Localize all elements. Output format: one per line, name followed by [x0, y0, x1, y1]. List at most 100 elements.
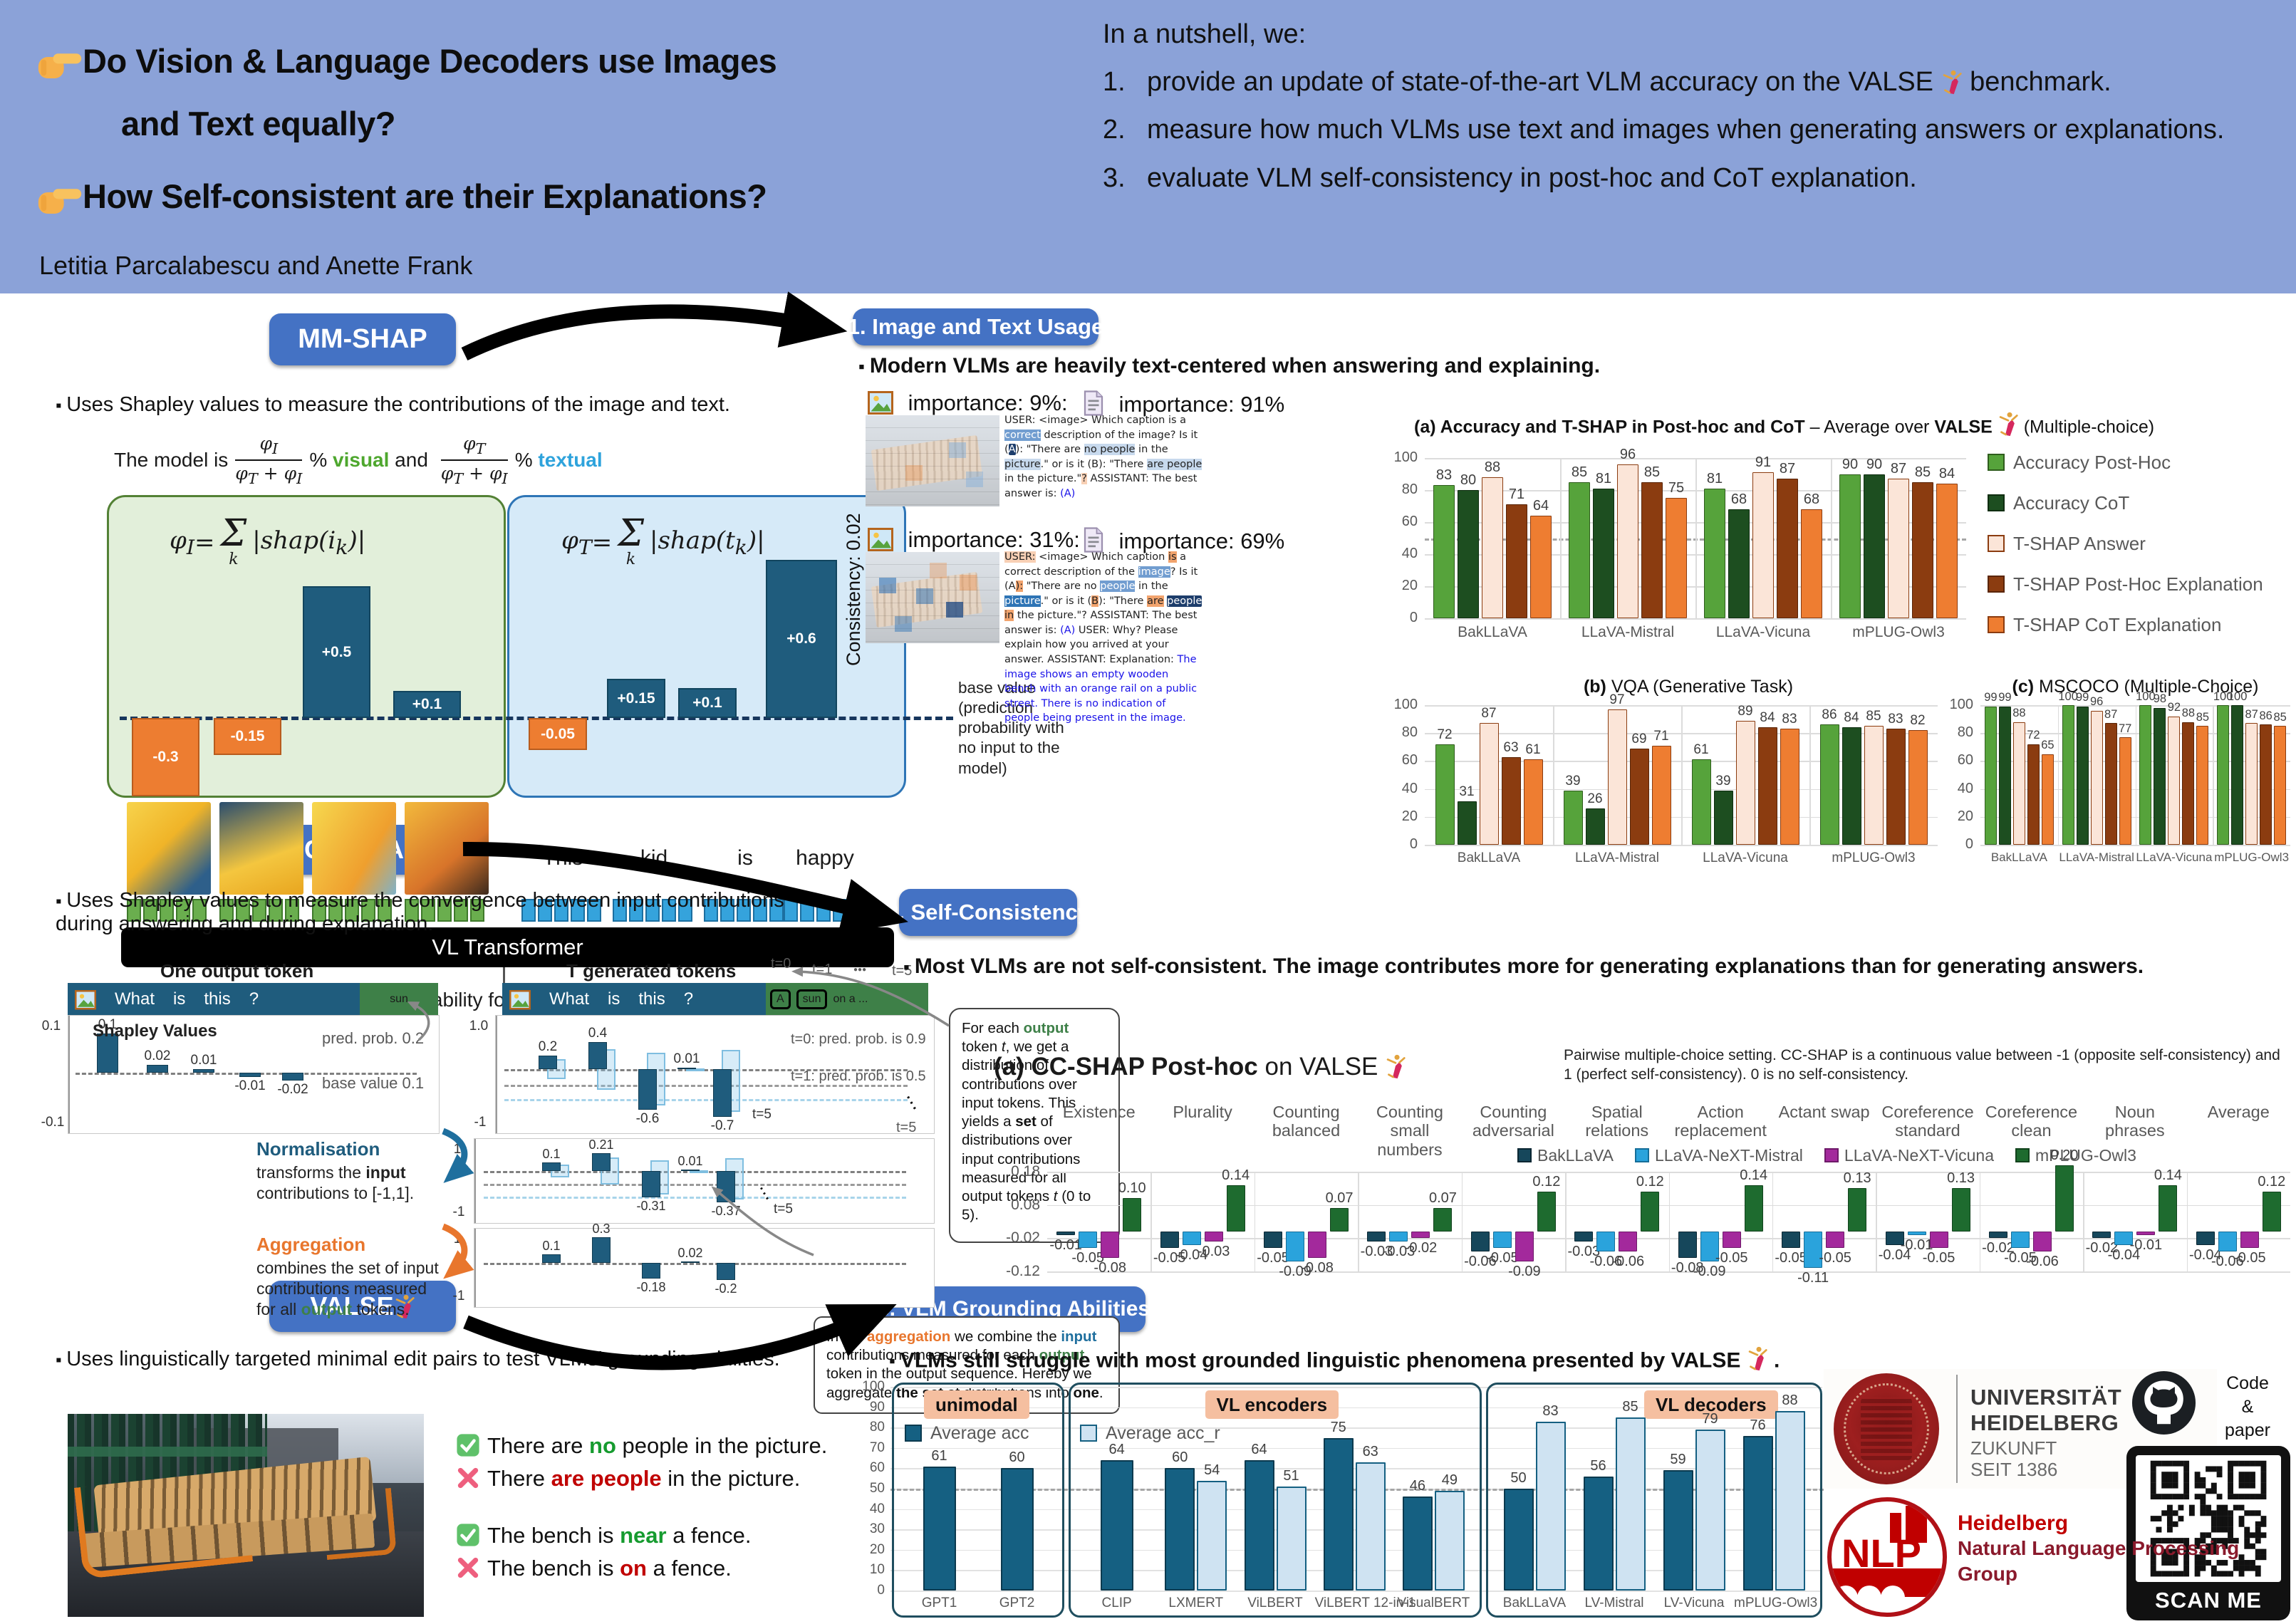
- x-category-label: BakLLaVA: [1458, 624, 1527, 640]
- shapley-bar: [642, 1171, 660, 1198]
- model-label: ViLBERT: [1247, 1596, 1303, 1610]
- section1-header-label: 1. Image and Text Usage: [847, 314, 1104, 339]
- nutshell-item-text: measure how much VLMs use text and image…: [1147, 111, 2224, 149]
- bar-value-label: -0.05: [2233, 1250, 2266, 1266]
- sigma-symbol: Σ: [618, 512, 644, 555]
- text-importance-label: importance: 91%: [1083, 390, 1339, 419]
- bar-accuracy-cot: [1713, 790, 1733, 845]
- prompt-segment: ): "There are: [1015, 444, 1084, 456]
- subscript: k: [336, 535, 348, 559]
- nlp-group-logo: NLP: [1827, 1497, 1947, 1617]
- bar-value-label: -0.06: [2026, 1254, 2059, 1269]
- github-caption: Code: [2226, 1373, 2269, 1393]
- seal-ring: [1844, 1383, 1929, 1474]
- shapley-bar: [677, 1068, 696, 1069]
- dancer-icon: [1941, 68, 1963, 94]
- bar-value-label: 84: [1844, 710, 1859, 726]
- s3-bullet-text: .: [1767, 1348, 1780, 1373]
- bar-t-shap-post-hoc-explanation: [1912, 482, 1933, 618]
- valse-pill: VALSE: [269, 1281, 456, 1332]
- prompt-segment: (A): [1060, 487, 1076, 499]
- t0-note: t=0: pred. prob. is 0.9: [791, 1031, 926, 1047]
- y-tick-label: 20: [1957, 808, 1973, 824]
- phenomenon-label: Existence: [1062, 1103, 1136, 1121]
- bar-llava-next-vicuna: [1308, 1232, 1327, 1259]
- dancer-icon: [1385, 1054, 1406, 1078]
- bar-average-acc: [1503, 1489, 1534, 1591]
- text-segment: a fence.: [646, 1556, 732, 1581]
- bar-average-acc-r: [1775, 1411, 1805, 1591]
- bar-llava-next-vicuna: [1515, 1232, 1534, 1261]
- group-separator: [1254, 1172, 1256, 1271]
- text-segment: There are: [487, 1433, 590, 1458]
- phenomenon-label: Coreference clean: [1985, 1103, 2078, 1140]
- panel-chip: VL encoders: [1205, 1390, 1339, 1419]
- legend-label: T-SHAP Post-Hoc Explanation: [2013, 573, 2263, 595]
- subscript: k: [734, 535, 747, 559]
- legend-swatch: [1988, 616, 2005, 633]
- bar-t-shap-answer: [2168, 716, 2181, 845]
- prompt-segment: picture: [1004, 595, 1041, 607]
- chart-c-title: (c) MSCOCO (Multiple-Choice): [1980, 677, 2290, 698]
- nutshell-item-text: evaluate VLM self-consistency in post-ho…: [1147, 160, 1917, 197]
- bar-value-label: -0.01: [1049, 1237, 1083, 1253]
- bar-t-shap-answer: [2245, 723, 2258, 845]
- bar-value-label: 83: [1888, 712, 1903, 727]
- pred-prob-label: pred. prob. 0.2: [322, 1029, 425, 1047]
- dancer-icon: [1747, 1346, 1768, 1371]
- bar-value-label: 99: [2075, 691, 2089, 704]
- bar-average-acc: [1244, 1459, 1274, 1591]
- text-segment: The bench is: [487, 1523, 620, 1548]
- bar-accuracy-cot: [2154, 707, 2166, 845]
- bar-value-label: -0.04: [2107, 1246, 2141, 1263]
- bar-value-label: 84: [1938, 466, 1955, 482]
- chart-b-title: (b) VQA (Generative Task): [1439, 677, 1938, 698]
- bar-value-label: 100: [2213, 689, 2233, 703]
- title-emoji: [1993, 417, 1998, 437]
- y-tick-label: 80: [1401, 482, 1418, 497]
- bar-bakllava: [1574, 1232, 1594, 1242]
- title-bold: (c): [2012, 677, 2035, 697]
- nutshell-text: evaluate VLM self-consistency in post-ho…: [1147, 162, 1917, 193]
- group-separator: [1668, 1172, 1670, 1271]
- bar-average-acc: [1402, 1497, 1433, 1591]
- bar-average-acc-r: [1615, 1417, 1646, 1591]
- panel-vl-decoders: [1486, 1383, 1822, 1618]
- bar-value-label: 88: [1484, 459, 1501, 475]
- consistency-label: Consistency: 0.02: [843, 513, 864, 666]
- legend-label: BakLLaVA: [1537, 1145, 1614, 1165]
- bar-t-shap-answer: [2090, 710, 2103, 845]
- y-tick-label: 40: [869, 1501, 885, 1516]
- model-label: mPLUG-Owl3: [1734, 1596, 1818, 1610]
- example-bench-image: [866, 552, 999, 643]
- prompt-segment: image: [1138, 566, 1170, 578]
- shapley-bar: [717, 1263, 735, 1280]
- bar-mplug-owl3: [1433, 1208, 1453, 1232]
- bar-llava-next-mistral: [2218, 1232, 2237, 1251]
- bar-bakllava: [1782, 1232, 1801, 1249]
- bar-llava-next-mistral: [1079, 1232, 1098, 1249]
- poster-title-line3: How Self-consistent are their Explanatio…: [37, 177, 767, 216]
- legend-llava-next-mistral: LLaVA-NeXT-Mistral: [1634, 1146, 1803, 1165]
- x-category-label: LLaVA-Vicuna: [1703, 850, 1788, 865]
- bar-value-label: 61: [1693, 742, 1709, 758]
- caption-stem: [503, 967, 505, 986]
- shapley-bar: [713, 1069, 732, 1117]
- y-tick-label: 50: [869, 1481, 885, 1496]
- y-tick-label: 90: [869, 1399, 885, 1415]
- title-emoji: [2019, 417, 2024, 437]
- bar-t-shap-post-hoc-explanation: [2182, 722, 2195, 845]
- patch-grid: [866, 415, 999, 506]
- gridline: [1425, 618, 1966, 620]
- token: is: [608, 989, 620, 1009]
- shapley-bar: [638, 1069, 657, 1110]
- text-segment: are people: [551, 1466, 662, 1491]
- bar-value-label: 85: [1914, 464, 1931, 480]
- bar-llava-next-mistral: [1700, 1232, 1719, 1261]
- bar-accuracy-post-hoc: [2062, 705, 2074, 845]
- group-separator: [2186, 1172, 2188, 1271]
- bridge-arch: [1833, 1586, 1858, 1605]
- poster-title-line2: and Text equally?: [121, 105, 396, 142]
- shapley-bar: [542, 1162, 561, 1171]
- model-label: ViLBERT 12-in-1: [1314, 1596, 1416, 1610]
